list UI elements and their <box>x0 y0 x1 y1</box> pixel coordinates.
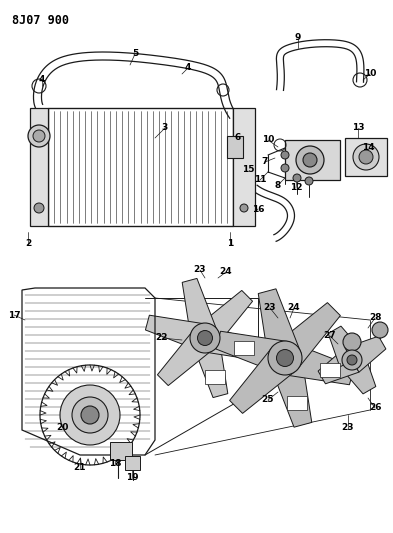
Bar <box>110 442 132 460</box>
Text: 17: 17 <box>8 311 20 319</box>
Circle shape <box>342 350 362 370</box>
Circle shape <box>33 130 45 142</box>
Polygon shape <box>145 315 209 352</box>
Text: 24: 24 <box>288 303 300 312</box>
Circle shape <box>353 144 379 170</box>
Text: 13: 13 <box>352 124 364 133</box>
Bar <box>233 108 255 226</box>
Bar <box>345 138 387 176</box>
Circle shape <box>305 177 313 185</box>
Polygon shape <box>182 278 219 342</box>
Text: 23: 23 <box>194 265 206 274</box>
Polygon shape <box>340 353 376 394</box>
Polygon shape <box>216 331 289 374</box>
Polygon shape <box>328 326 364 367</box>
Text: 27: 27 <box>324 332 336 341</box>
Text: 1: 1 <box>227 239 233 248</box>
Circle shape <box>281 151 289 159</box>
Circle shape <box>293 174 301 182</box>
Text: 23: 23 <box>342 424 354 432</box>
Text: 18: 18 <box>109 459 121 469</box>
Bar <box>30 108 48 226</box>
Circle shape <box>303 153 317 167</box>
Polygon shape <box>195 290 253 348</box>
Bar <box>48 108 233 226</box>
Circle shape <box>198 330 213 345</box>
Circle shape <box>268 341 302 375</box>
Polygon shape <box>258 289 301 362</box>
Text: 11: 11 <box>254 175 266 184</box>
Bar <box>125 456 140 470</box>
Polygon shape <box>201 325 264 361</box>
Bar <box>287 396 307 410</box>
Text: 4: 4 <box>39 76 45 85</box>
Text: 16: 16 <box>252 206 264 214</box>
Text: 2: 2 <box>25 239 31 248</box>
Polygon shape <box>318 348 359 384</box>
Text: 9: 9 <box>295 34 301 43</box>
Text: 8: 8 <box>275 181 281 190</box>
Text: 14: 14 <box>362 143 374 152</box>
Text: 26: 26 <box>369 403 381 413</box>
Circle shape <box>34 203 44 213</box>
Bar <box>285 140 340 180</box>
Polygon shape <box>191 334 228 398</box>
Text: 4: 4 <box>185 63 191 72</box>
Polygon shape <box>273 303 340 370</box>
Circle shape <box>372 322 388 338</box>
Circle shape <box>60 385 120 445</box>
Text: 20: 20 <box>56 424 68 432</box>
Polygon shape <box>281 342 354 385</box>
Circle shape <box>343 333 361 351</box>
Circle shape <box>28 125 50 147</box>
Bar <box>234 342 254 356</box>
Text: 21: 21 <box>74 464 86 472</box>
Circle shape <box>296 146 324 174</box>
Circle shape <box>81 406 99 424</box>
Bar <box>206 370 226 384</box>
Text: 8J07 900: 8J07 900 <box>12 14 69 27</box>
Text: 23: 23 <box>264 303 276 312</box>
Circle shape <box>277 350 294 367</box>
Polygon shape <box>158 328 215 385</box>
Polygon shape <box>345 336 386 372</box>
Bar <box>320 363 340 377</box>
Text: 19: 19 <box>126 473 138 482</box>
Circle shape <box>281 164 289 172</box>
Circle shape <box>72 397 108 433</box>
Text: 3: 3 <box>162 124 168 133</box>
Text: 24: 24 <box>220 268 232 277</box>
Circle shape <box>240 204 248 212</box>
Circle shape <box>347 355 357 365</box>
Text: 5: 5 <box>132 50 138 59</box>
Text: 12: 12 <box>290 183 302 192</box>
Polygon shape <box>269 354 312 427</box>
Text: 10: 10 <box>364 69 376 78</box>
Text: 7: 7 <box>262 157 268 166</box>
Text: 6: 6 <box>235 133 241 142</box>
Text: 28: 28 <box>369 313 381 322</box>
Circle shape <box>190 323 220 353</box>
Text: 10: 10 <box>262 135 274 144</box>
Text: 25: 25 <box>262 395 274 405</box>
Text: 15: 15 <box>242 166 254 174</box>
Circle shape <box>359 150 373 164</box>
Polygon shape <box>230 346 297 414</box>
Text: 22: 22 <box>156 334 168 343</box>
Bar <box>227 136 243 158</box>
